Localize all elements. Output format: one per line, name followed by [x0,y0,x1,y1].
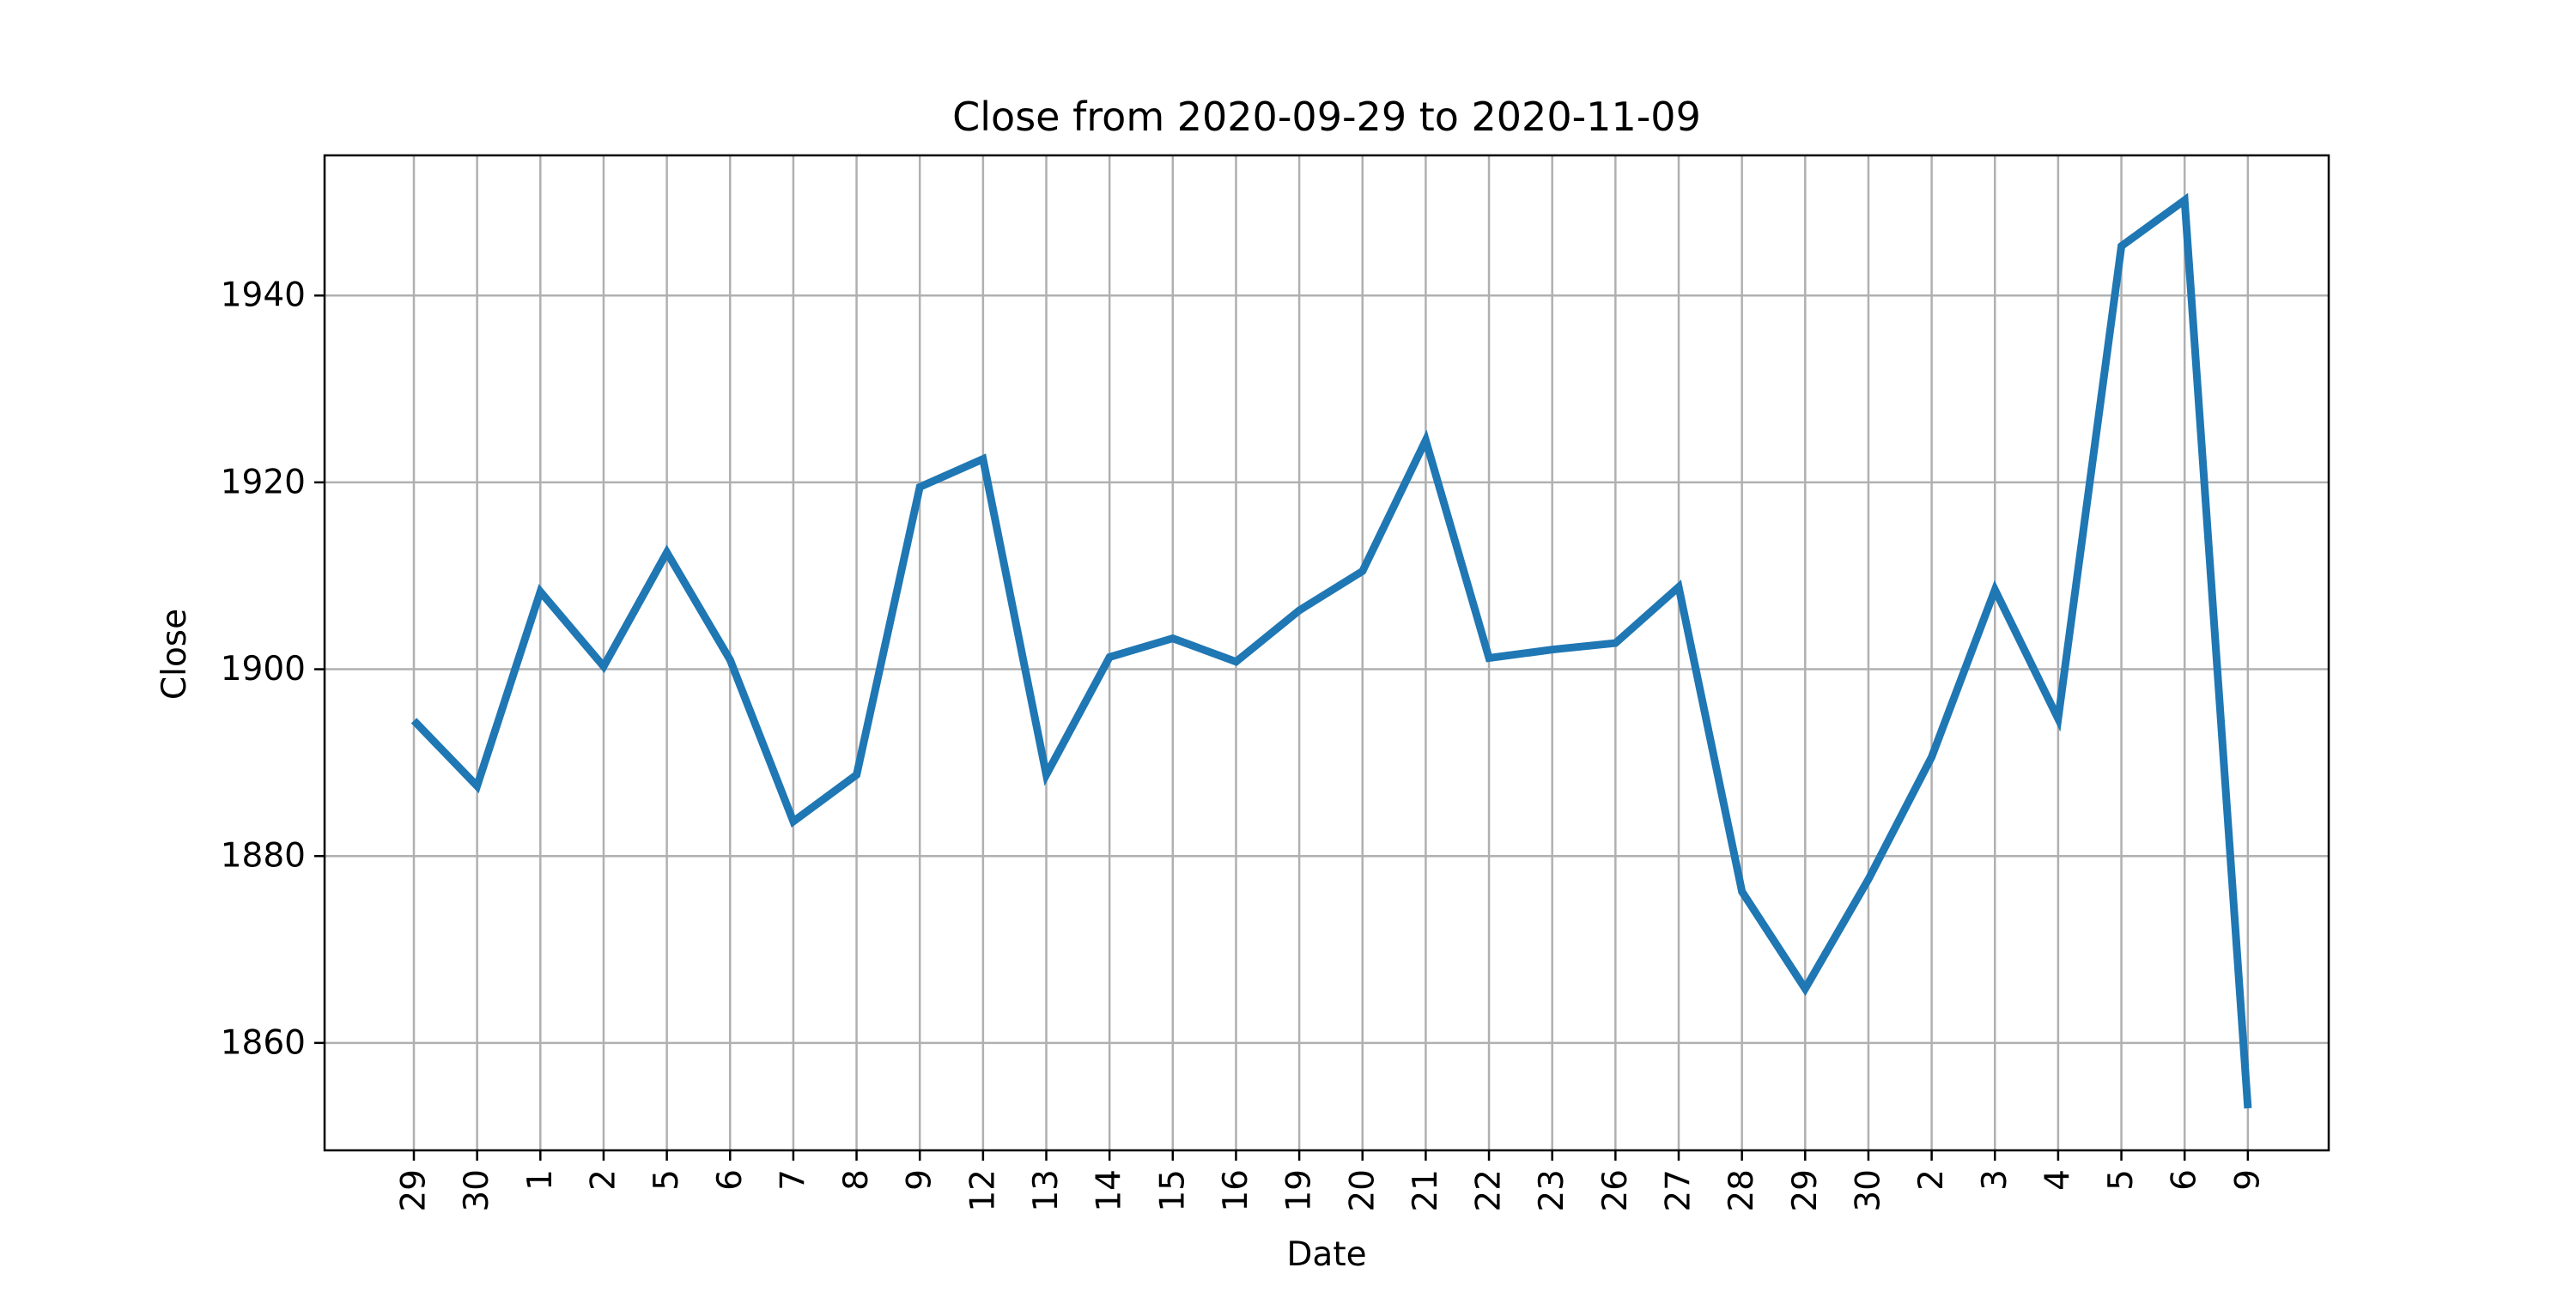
x-tick-label: 15 [1153,1169,1192,1212]
data-point [1931,756,1932,757]
data-point [2247,1108,2248,1109]
x-tick-label: 21 [1406,1169,1445,1212]
x-tick-label: 22 [1470,1169,1509,1212]
x-tick-label: 20 [1343,1169,1382,1212]
y-tick-label: 1900 [221,650,306,688]
data-point [666,552,667,553]
x-tick-label: 2 [1912,1169,1951,1191]
x-tick-label: 13 [1027,1169,1066,1212]
x-tick-label: 14 [1091,1169,1129,1212]
x-tick-label: 29 [395,1169,434,1212]
x-axis-ticks: 29 30 1 2 5 6 7 8 9 12 13 14 15 16 19 20 21 22 23 26 27 28 29 3… [395,1150,2267,1212]
data-point [540,591,541,592]
data-point [1995,590,1996,591]
x-tick-label: 23 [1533,1169,1571,1212]
y-tick-label: 1940 [221,276,306,315]
x-tick-label: 4 [2038,1169,2077,1191]
data-point [2184,200,2185,201]
x-tick-label: 9 [2228,1169,2267,1191]
y-tick-label: 1880 [221,837,306,876]
data-point [1615,643,1616,644]
x-tick-label: 3 [1976,1169,2014,1191]
x-tick-label: 8 [837,1169,876,1191]
data-point [1805,988,1806,989]
data-point [730,659,731,660]
x-tick-label: 30 [1849,1169,1887,1212]
x-tick-label: 6 [2166,1169,2204,1191]
data-point [1109,657,1110,658]
data-point [1172,638,1173,639]
data-point [1362,571,1363,572]
data-point [1741,891,1742,892]
y-tick-label: 1920 [221,463,306,501]
x-tick-label: 16 [1217,1169,1255,1212]
y-axis-ticks: 1860 1880 1900 1920 1940 [221,276,325,1062]
x-tick-label: 19 [1280,1169,1319,1212]
series-line [410,192,2252,1109]
plot-frame [323,154,2330,1152]
x-tick-label: 28 [1722,1169,1761,1212]
data-point [1046,774,1047,775]
x-tick-label: 5 [2102,1169,2141,1191]
x-tick-label: 26 [1596,1169,1635,1212]
x-tick-label: 12 [963,1169,1002,1212]
x-tick-label: 5 [647,1169,686,1191]
data-point [1679,586,1680,587]
x-tick-label: 1 [521,1169,560,1191]
x-tick-label: 30 [458,1169,496,1212]
x-axis-label: Date [1286,1235,1366,1274]
x-tick-label: 2 [584,1169,623,1191]
x-tick-label: 6 [711,1169,750,1191]
y-axis-label: Close [155,609,194,700]
data-point [856,774,857,775]
data-point [982,458,983,459]
data-point [414,720,415,721]
x-tick-label: 29 [1786,1169,1825,1212]
y-tick-label: 1860 [221,1023,306,1062]
x-tick-label: 7 [774,1169,812,1191]
data-point [603,666,604,667]
series-layer [410,192,2252,1109]
x-tick-label: 9 [901,1169,939,1191]
chart-title: Close from 2020-09-29 to 2020-11-09 [952,94,1701,140]
x-tick-label: 27 [1660,1169,1698,1212]
